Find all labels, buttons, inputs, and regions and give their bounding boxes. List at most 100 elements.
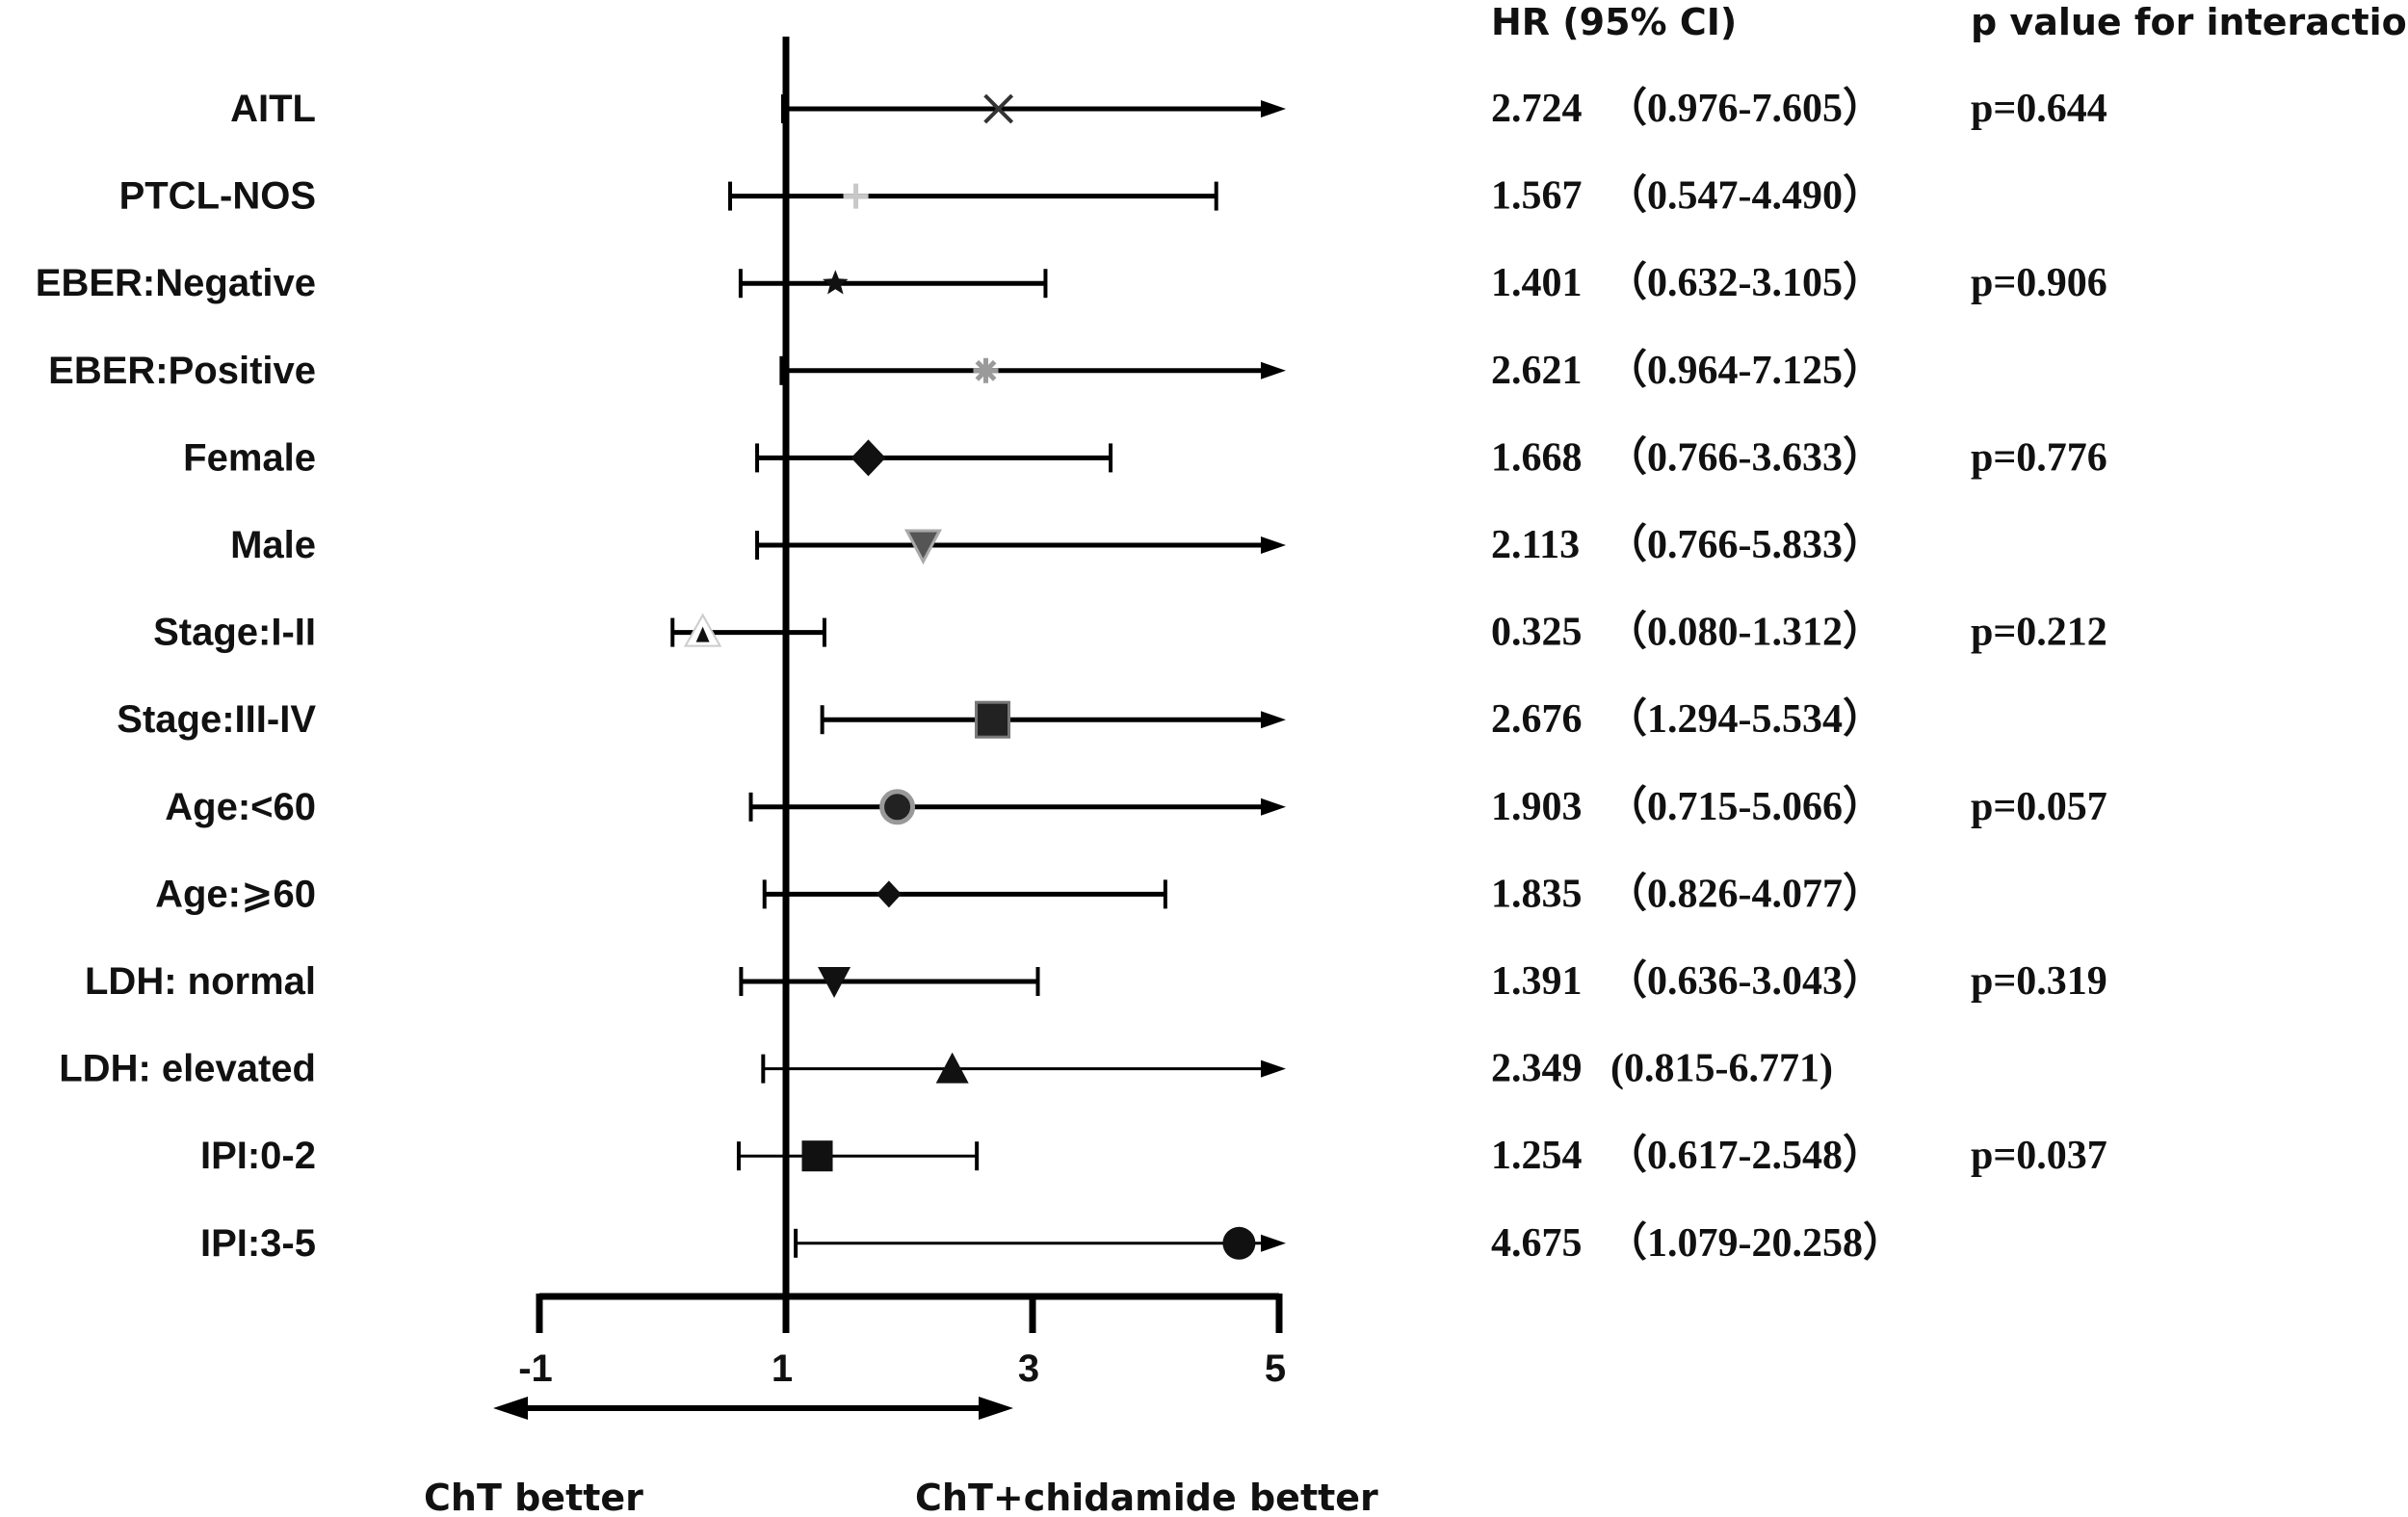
ci-value: （0.715-5.066）: [1607, 784, 1883, 829]
forest-row: IPI:3-5 4.675 （1.079-20.258）: [200, 1220, 1903, 1266]
hr-value: 2.349: [1491, 1047, 1583, 1091]
hr-value: 1.903: [1491, 785, 1583, 829]
forest-row: Age:<60 1.903 （0.715-5.066） p=0.057: [165, 784, 2107, 829]
plus-icon: [843, 183, 869, 209]
x-tick-label: -1: [518, 1347, 553, 1390]
hr-value: 2.113: [1491, 523, 1580, 567]
p-interaction-value: p=0.906: [1971, 261, 2107, 305]
row-label: AITL: [230, 88, 316, 130]
x-mark-path: [983, 93, 1014, 124]
square-large-icon: [975, 700, 1011, 739]
ci-value: （1.079-20.258）: [1607, 1220, 1903, 1266]
ci-value: （0.976-7.605）: [1607, 86, 1883, 131]
p-interaction-value: p=0.057: [1971, 785, 2107, 829]
diamond-icon: [851, 439, 886, 477]
cht-chidamide-better-label: ChT+chidamide better: [915, 1477, 1378, 1517]
ci-value: （0.766-3.633）: [1607, 434, 1883, 480]
row-label: LDH: elevated: [59, 1048, 316, 1090]
forest-row: LDH: elevated 2.349 (0.815-6.771): [59, 1047, 1833, 1091]
p-interaction-value: p=0.212: [1971, 611, 2107, 655]
ci-value: （0.964-7.125）: [1607, 348, 1883, 393]
triangle-up-mark-shape: [935, 1052, 969, 1084]
hr-value: 1.254: [1491, 1134, 1583, 1178]
ci-arrowhead: [1261, 1059, 1286, 1078]
row-label: PTCL-NOS: [119, 175, 316, 218]
circle-ring-mark-shape: [879, 789, 916, 825]
ci-arrowhead: [1261, 100, 1286, 118]
asterisk-icon: [973, 357, 999, 383]
plus-mark-path: [843, 183, 869, 209]
row-label: EBER:Positive: [48, 350, 316, 392]
ci-value: （0.547-4.490）: [1607, 173, 1883, 219]
forest-row: EBER:Positive 2.621 （0.964-7.125）: [48, 348, 1883, 393]
p-interaction-value: p=0.319: [1971, 959, 2107, 1004]
hr-value: 2.676: [1491, 697, 1583, 742]
direction-arrow-right-head: [979, 1397, 1013, 1420]
square-mark-shape: [801, 1140, 833, 1172]
forest-row: LDH: normal 1.391 （0.636-3.043） p=0.319: [85, 958, 2107, 1004]
p-interaction-value: p=0.037: [1971, 1134, 2107, 1178]
ci-value: (0.815-6.771): [1610, 1047, 1833, 1091]
row-label: Stage:III-IV: [117, 698, 316, 741]
circle-gray-ring-icon: [879, 789, 916, 825]
ci-arrowhead: [1261, 711, 1286, 729]
ci-value: （0.636-3.043）: [1607, 958, 1883, 1004]
x-tick-label: 3: [1018, 1347, 1039, 1390]
triangle-down-gray-icon: [903, 529, 942, 565]
ci-value: （1.294-5.534）: [1607, 696, 1883, 742]
hr-value: 2.724: [1491, 87, 1583, 131]
triangle-down-icon: [818, 967, 851, 998]
hr-value: 1.668: [1491, 435, 1583, 480]
hr-value: 2.621: [1491, 349, 1583, 393]
triangle-up-icon: [935, 1052, 969, 1084]
triangle-down-mark-shape: [903, 529, 942, 565]
forest-row: Age:⩾60 1.835 （0.826-4.077）: [155, 871, 1883, 916]
circle-icon: [1222, 1226, 1256, 1260]
ci-value: （0.632-3.105）: [1607, 260, 1883, 305]
rows-group: AITL 2.724 （0.976-7.605） p=0.644 PTCL-NOS 1.5…: [36, 37, 2107, 1324]
triangle-down-mark-shape: [818, 967, 851, 998]
row-label: EBER:Negative: [36, 262, 316, 304]
direction-indicator: ChT better ChT+chidamide better: [424, 1397, 1378, 1517]
row-label: Male: [230, 524, 316, 566]
hr-value: 1.391: [1491, 959, 1583, 1004]
ci-arrowhead: [1261, 361, 1286, 379]
triangle-inner-shape: [695, 626, 710, 642]
p-interaction-value: p=0.776: [1971, 435, 2107, 480]
forest-row: AITL 2.724 （0.976-7.605） p=0.644: [230, 86, 2107, 131]
square-icon: [801, 1140, 833, 1172]
forest-row: Male 2.113 （0.766-5.833）: [230, 522, 1883, 567]
forest-row: PTCL-NOS 1.567 （0.547-4.490）: [119, 173, 1883, 219]
row-label: Age:<60: [165, 786, 316, 828]
row-label: Age:⩾60: [155, 873, 316, 915]
ci-arrowhead: [1261, 1234, 1286, 1252]
p-interaction-value: p=0.644: [1971, 87, 2107, 131]
star-mark-shape: [823, 270, 849, 295]
forest-row: Stage:I-II 0.325 （0.080-1.312） p=0.212: [153, 610, 2107, 655]
row-label: IPI:0-2: [200, 1135, 316, 1177]
hr-ci-header: HR (95% CI): [1491, 1, 1737, 43]
triangle-up-small-icon: [683, 613, 722, 647]
row-label: Female: [183, 436, 316, 479]
hr-value: 1.567: [1491, 174, 1583, 219]
row-label: Stage:I-II: [153, 612, 316, 654]
row-label: IPI:3-5: [200, 1222, 316, 1265]
x-icon: [983, 93, 1014, 124]
hr-value: 1.835: [1491, 872, 1583, 916]
hr-value: 4.675: [1491, 1221, 1583, 1266]
ci-value: （0.080-1.312）: [1607, 610, 1883, 655]
diamond-small-mark-shape: [876, 880, 902, 908]
ci-arrowhead: [1261, 798, 1286, 816]
circle-mark-shape: [1222, 1226, 1256, 1260]
ci-value: （0.826-4.077）: [1607, 871, 1883, 916]
x-tick-label: 5: [1265, 1347, 1286, 1390]
diamond-mark-shape: [851, 439, 886, 477]
diamond-small-icon: [876, 880, 902, 908]
star-icon: [823, 270, 849, 295]
ci-value: （0.617-2.548）: [1607, 1133, 1883, 1178]
header-group: HR (95% CI) p value for interaction: [1491, 1, 2408, 43]
direction-arrow-left-head: [493, 1397, 528, 1420]
ci-arrowhead: [1261, 536, 1286, 554]
hr-value: 0.325: [1491, 611, 1583, 655]
